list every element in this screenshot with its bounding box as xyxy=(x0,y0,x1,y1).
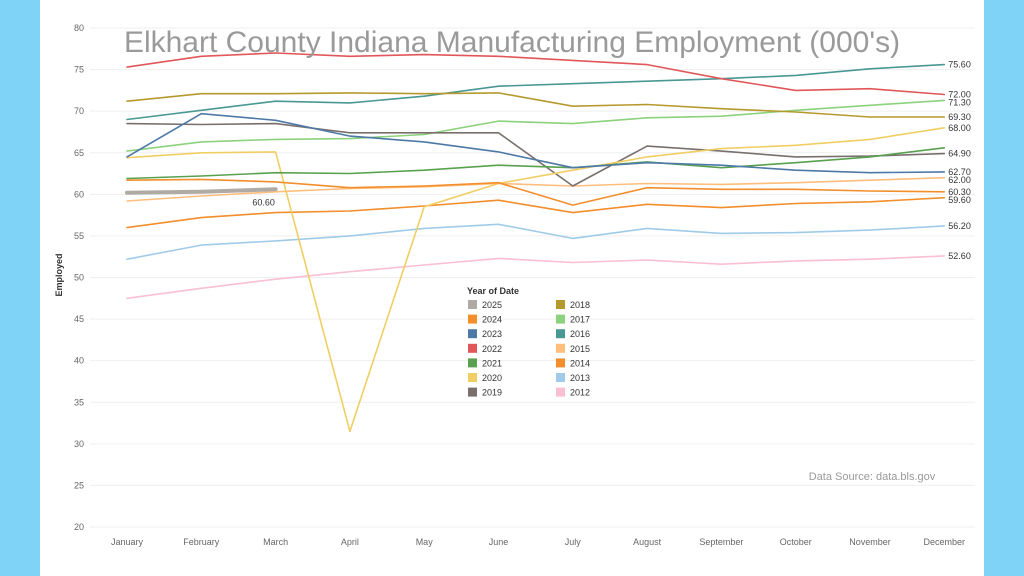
legend-swatch-2019 xyxy=(468,387,477,397)
legend-swatch-2013 xyxy=(556,373,565,382)
series-line-2014 xyxy=(126,196,946,229)
legend-label-2021: 2021 xyxy=(482,358,502,368)
legend-label-2022: 2022 xyxy=(482,344,502,354)
legend-swatch-2015 xyxy=(556,343,565,353)
x-tick-label: November xyxy=(849,537,891,547)
end-value-label: 62.70 xyxy=(948,167,971,177)
legend-swatch-2017 xyxy=(556,314,565,324)
series-line-2013 xyxy=(126,223,946,261)
legend-swatch-2016 xyxy=(556,329,565,339)
march-value-label: 60.60 xyxy=(252,197,275,207)
x-tick-label: March xyxy=(263,537,288,547)
legend-label-2023: 2023 xyxy=(482,329,502,339)
legend-swatch-2024 xyxy=(468,314,477,324)
x-tick-label: July xyxy=(565,537,582,547)
legend-swatch-2020 xyxy=(468,373,477,382)
legend-label-2019: 2019 xyxy=(482,388,502,398)
legend-swatch-2018 xyxy=(556,300,565,309)
series-line-2015 xyxy=(126,176,946,202)
end-value-label: 52.60 xyxy=(948,251,971,261)
series-line-2012 xyxy=(126,255,946,300)
end-value-label: 62.00 xyxy=(948,175,971,185)
x-tick-label: April xyxy=(341,537,359,547)
y-axis-label: Employed xyxy=(54,253,64,296)
legend-label-2018: 2018 xyxy=(570,300,590,310)
y-tick-label: 25 xyxy=(74,480,84,490)
x-tick-label: December xyxy=(924,537,966,547)
y-tick-label: 35 xyxy=(74,397,84,407)
y-tick-label: 65 xyxy=(74,148,84,158)
legend-swatch-2023 xyxy=(468,329,477,339)
x-tick-label: June xyxy=(489,537,509,547)
end-value-label: 59.60 xyxy=(948,195,971,205)
legend-label-2015: 2015 xyxy=(570,344,590,354)
y-tick-label: 40 xyxy=(74,356,84,366)
legend-title: Year of Date xyxy=(467,286,519,296)
legend-swatch-2025 xyxy=(468,300,477,309)
series-line-2022 xyxy=(126,52,946,96)
y-tick-label: 55 xyxy=(74,231,84,241)
legend-label-2014: 2014 xyxy=(570,358,590,368)
y-tick-label: 50 xyxy=(74,273,84,283)
legend: Year of Date 2025 2024 2023 2022 2021 2020 201… xyxy=(467,286,590,398)
series-line-2025 xyxy=(125,187,278,195)
legend-label-2025: 2025 xyxy=(482,300,502,310)
series-line-2018 xyxy=(126,92,946,118)
series-line-2023 xyxy=(126,112,946,174)
end-value-label: 64.90 xyxy=(948,149,971,159)
legend-label-2016: 2016 xyxy=(570,329,590,339)
end-value-label: 75.60 xyxy=(948,60,971,70)
y-tick-label: 20 xyxy=(74,522,84,532)
series-line-2021 xyxy=(126,147,946,180)
series-line-2016 xyxy=(126,63,946,121)
end-value-label: 72.00 xyxy=(948,90,971,100)
legend-swatch-2021 xyxy=(468,358,477,368)
x-tick-label: January xyxy=(111,537,144,547)
x-tick-label: August xyxy=(633,537,662,547)
end-value-label: 71.30 xyxy=(948,98,971,108)
series-line-2017 xyxy=(126,99,946,152)
series-line-2020 xyxy=(126,127,946,433)
legend-swatch-2014 xyxy=(556,358,565,368)
series-line-2024 xyxy=(126,178,946,206)
end-value-label: 56.20 xyxy=(948,221,971,231)
x-tick-label: May xyxy=(416,537,434,547)
legend-label-2013: 2013 xyxy=(570,373,590,383)
end-value-label: 69.30 xyxy=(948,112,971,122)
y-tick-label: 70 xyxy=(74,106,84,116)
x-tick-label: September xyxy=(699,537,743,547)
legend-label-2020: 2020 xyxy=(482,373,502,383)
source-note: Data Source: data.bls.gov xyxy=(809,471,936,483)
y-tick-label: 45 xyxy=(74,314,84,324)
x-tick-label: October xyxy=(780,537,812,547)
end-value-label: 68.00 xyxy=(948,123,971,133)
y-tick-label: 60 xyxy=(74,189,84,199)
y-tick-label: 30 xyxy=(74,439,84,449)
legend-label-2012: 2012 xyxy=(570,388,590,398)
legend-label-2017: 2017 xyxy=(570,315,590,325)
legend-swatch-2012 xyxy=(556,387,565,397)
y-tick-label: 80 xyxy=(74,23,84,33)
end-value-label: 60.30 xyxy=(948,187,971,197)
series-lines xyxy=(125,52,946,433)
chart-title: Elkhart County Indiana Manufacturing Emp… xyxy=(124,26,900,59)
y-tick-label: 75 xyxy=(74,65,84,75)
gridlines xyxy=(90,27,975,528)
legend-label-2024: 2024 xyxy=(482,315,502,325)
legend-swatch-2022 xyxy=(468,343,477,353)
x-tick-label: February xyxy=(183,537,220,547)
